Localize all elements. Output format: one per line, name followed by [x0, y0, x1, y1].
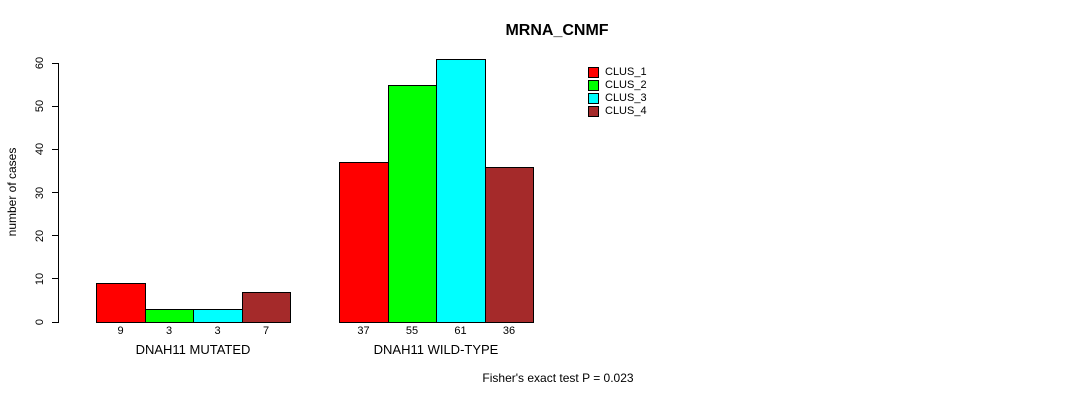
bar-value-label: 7 — [262, 325, 270, 337]
bar-clus_3 — [193, 309, 243, 323]
y-axis-tick-label: 40 — [34, 143, 46, 156]
legend-item: CLUS_4 — [588, 105, 647, 118]
bar-value-label: 3 — [214, 325, 221, 337]
bar-clus_1 — [339, 162, 389, 323]
y-axis-tick — [52, 192, 59, 193]
legend: CLUS_1 CLUS_2 CLUS_3 CLUS_4 — [588, 66, 647, 118]
bar-clus_4 — [484, 166, 534, 323]
legend-swatch-icon — [588, 67, 599, 78]
y-axis-tick — [52, 278, 59, 280]
bar-clus_2 — [144, 309, 194, 323]
legend-swatch-icon — [588, 93, 599, 104]
y-axis-tick-label: 20 — [34, 229, 46, 242]
legend-swatch-icon — [588, 80, 599, 91]
y-axis-tick — [52, 148, 59, 150]
bar-value-label: 61 — [454, 325, 467, 337]
bar-clus_3 — [436, 58, 486, 323]
bar-clus_1 — [96, 283, 146, 323]
y-axis-label: number of cases — [5, 147, 19, 237]
legend-label: CLUS_1 — [605, 66, 647, 78]
legend-item: CLUS_1 — [588, 66, 647, 79]
chart-title: MRNA_CNMF — [505, 22, 609, 39]
legend-label: CLUS_3 — [605, 92, 647, 104]
annotation-fisher-test: Fisher's exact test P = 0.023 — [482, 371, 634, 385]
bar-value-label: 9 — [117, 325, 124, 337]
y-axis-tick — [52, 321, 59, 323]
legend-swatch-icon — [588, 106, 599, 117]
bar-clus_2 — [387, 84, 437, 323]
y-axis-tick-label: 60 — [34, 56, 46, 70]
bar-value-label: 3 — [165, 325, 173, 337]
y-axis-tick-label: 50 — [34, 100, 46, 113]
y-axis-tick-label: 10 — [34, 272, 46, 285]
bar-value-label: 36 — [502, 325, 516, 337]
y-axis-tick — [52, 105, 59, 107]
legend-item: CLUS_3 — [588, 92, 647, 105]
bar-value-label: 55 — [405, 325, 419, 337]
bar-value-label: 37 — [357, 325, 370, 337]
x-axis-group-label: DNAH11 WILD-TYPE — [373, 342, 499, 357]
legend-label: CLUS_4 — [605, 105, 647, 117]
y-axis-tick — [52, 235, 59, 237]
y-axis-tick-label: 30 — [34, 186, 46, 199]
y-axis-tick-label: 0 — [34, 318, 46, 326]
bar-clus_4 — [241, 291, 291, 323]
legend-item: CLUS_2 — [588, 79, 647, 92]
x-axis-group-label: DNAH11 MUTATED — [135, 342, 251, 357]
y-axis-tick — [52, 62, 59, 64]
legend-label: CLUS_2 — [605, 79, 647, 91]
